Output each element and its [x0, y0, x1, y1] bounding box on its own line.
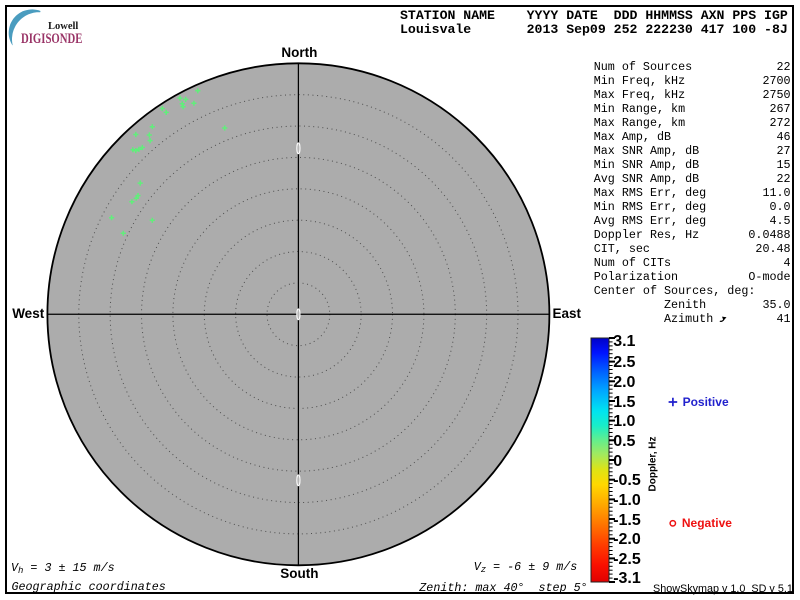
svg-text:Doppler, Hz: Doppler, Hz: [648, 436, 659, 491]
